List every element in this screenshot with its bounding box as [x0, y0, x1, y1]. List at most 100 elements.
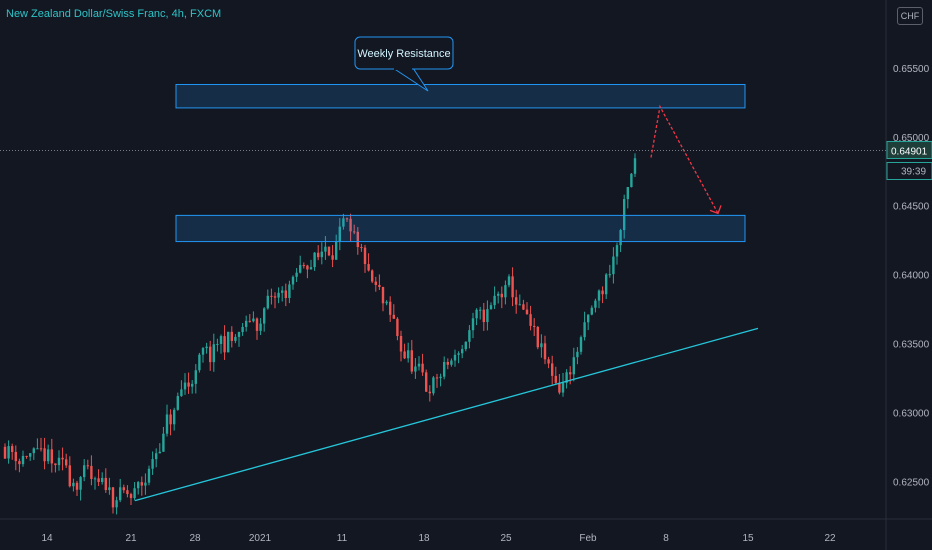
candle-body	[619, 230, 622, 246]
candle-body	[165, 414, 169, 434]
x-tick-label: 15	[742, 533, 754, 544]
callout-mask	[394, 66, 412, 70]
candle-body	[583, 322, 586, 338]
candle-body	[468, 330, 471, 342]
candle-body	[108, 487, 111, 491]
candle-body	[601, 290, 604, 295]
candle-body	[216, 343, 219, 345]
candle-body	[147, 468, 151, 483]
candle-body	[378, 284, 381, 288]
candle-body	[320, 251, 323, 258]
candle-body	[515, 297, 518, 305]
candle-body	[140, 482, 143, 486]
candle-body	[86, 465, 89, 467]
candle-body	[29, 453, 32, 457]
y-tick-label: 0.63000	[893, 408, 930, 419]
candle-body	[36, 448, 39, 450]
candle-body	[529, 314, 532, 326]
resistance-zone[interactable]	[175, 214, 746, 243]
candle-body	[90, 465, 93, 479]
candle-body	[381, 287, 385, 304]
candle-body	[407, 350, 410, 359]
candle-body	[317, 252, 320, 258]
candle-body	[234, 336, 237, 341]
candle-body	[561, 382, 565, 393]
candle-body	[324, 246, 327, 252]
candle-body	[500, 293, 503, 298]
candle-body	[417, 363, 421, 367]
candle-body	[169, 414, 172, 425]
candle-body	[25, 455, 28, 457]
candle-body	[399, 336, 403, 352]
candle-body	[353, 231, 356, 233]
candle-body	[633, 158, 637, 174]
candle-body	[432, 377, 435, 394]
chart-title: New Zealand Dollar/Swiss Franc, 4h, FXCM	[6, 8, 222, 20]
candle-body	[72, 482, 75, 487]
candle-body	[306, 265, 309, 270]
candle-body	[277, 292, 280, 298]
candle-body	[126, 490, 129, 495]
candle-body	[576, 351, 579, 358]
y-tick-label: 0.62500	[893, 477, 930, 488]
candle-body	[39, 448, 43, 450]
candle-body	[403, 351, 406, 359]
candle-body	[259, 323, 262, 331]
countdown-tag	[886, 161, 932, 180]
resistance-zone[interactable]	[175, 83, 746, 109]
candle-body	[133, 488, 136, 499]
candle-body	[129, 494, 133, 499]
candle-body	[284, 290, 287, 299]
candle-body	[115, 500, 118, 508]
x-tick-label: 28	[189, 533, 201, 544]
currency-button[interactable]: CHF	[897, 7, 923, 25]
candle-body	[608, 274, 611, 276]
candle-body	[295, 272, 298, 277]
x-tick-label: 22	[824, 533, 836, 544]
y-tick-label: 0.65500	[893, 64, 930, 75]
x-tick-label: 21	[125, 533, 137, 544]
candle-body	[587, 314, 590, 323]
candle-body	[504, 285, 507, 298]
candle-body	[356, 231, 359, 248]
candle-body	[11, 446, 14, 452]
candle-body	[623, 199, 626, 231]
candle-body	[579, 337, 583, 352]
candle-body	[43, 448, 46, 462]
candle-body	[7, 446, 10, 459]
x-tick-label: 2021	[249, 533, 272, 544]
candle-body	[363, 247, 367, 265]
candle-body	[435, 377, 439, 379]
candle-body	[414, 366, 417, 372]
candle-body	[61, 457, 64, 460]
candle-body	[475, 309, 478, 319]
candle-body	[367, 264, 370, 271]
candle-body	[569, 372, 572, 375]
candle-body	[198, 354, 201, 371]
candle-body	[309, 267, 313, 270]
candle-body	[54, 463, 57, 466]
candle-body	[14, 451, 17, 462]
candle-body	[119, 487, 122, 501]
candle-body	[565, 372, 568, 383]
support-trendline[interactable]	[134, 327, 759, 502]
candle-body	[241, 326, 244, 333]
projection-arrow[interactable]	[650, 104, 719, 214]
candle-body	[335, 241, 338, 260]
candle-body	[144, 482, 147, 486]
candle-body	[281, 290, 284, 293]
last-price-tag	[886, 140, 932, 159]
candle-body	[464, 341, 467, 350]
candle-body	[461, 349, 464, 354]
candle-body	[450, 360, 453, 365]
candle-body	[615, 245, 619, 257]
candle-body	[385, 301, 388, 304]
candle-body	[201, 348, 205, 355]
candle-body	[525, 309, 529, 315]
y-tick-label: 0.64500	[893, 202, 930, 213]
candle-body	[191, 383, 194, 387]
candle-body	[212, 344, 215, 363]
candle-body	[547, 359, 550, 364]
candle-body	[410, 350, 413, 372]
